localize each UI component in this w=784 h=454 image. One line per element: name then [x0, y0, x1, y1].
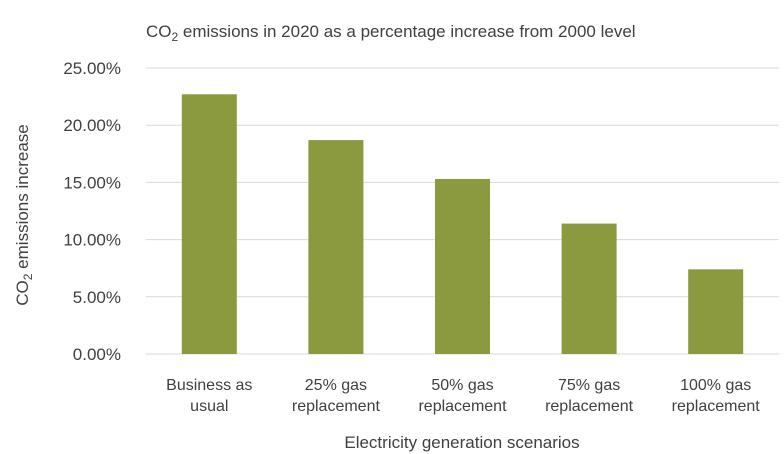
bar: [181, 94, 237, 354]
x-axis-categories: Business as usual 25% gas replacement 50% ga…: [166, 377, 760, 415]
y-tick-label: 15.00%: [63, 173, 121, 192]
y-tick-label: 25.00%: [63, 59, 121, 78]
y-tick-label: 20.00%: [63, 116, 121, 135]
chart-title: CO2 emissions in 2020 as a percentage in…: [146, 22, 636, 44]
bar: [435, 178, 490, 354]
bars: [181, 94, 744, 354]
bar: [561, 223, 617, 354]
x-category-label: 50% gas replacement: [418, 377, 507, 415]
y-axis-title: CO2 emissions increase: [13, 124, 35, 305]
y-tick-label: 5.00%: [73, 288, 121, 307]
x-category-label: 100% gas replacement: [672, 377, 761, 415]
x-category-label: 75% gas replacement: [545, 377, 634, 415]
bar: [688, 269, 744, 354]
x-category-label: Business as usual: [166, 377, 252, 415]
y-axis-ticks: 0.00% 5.00% 10.00% 15.00% 20.00% 25.00%: [63, 59, 121, 364]
y-tick-label: 10.00%: [63, 231, 121, 250]
bar: [308, 140, 364, 354]
x-axis-title: Electricity generation scenarios: [344, 433, 579, 452]
y-tick-label: 0.00%: [73, 345, 121, 364]
x-category-label: 25% gas replacement: [292, 377, 381, 415]
